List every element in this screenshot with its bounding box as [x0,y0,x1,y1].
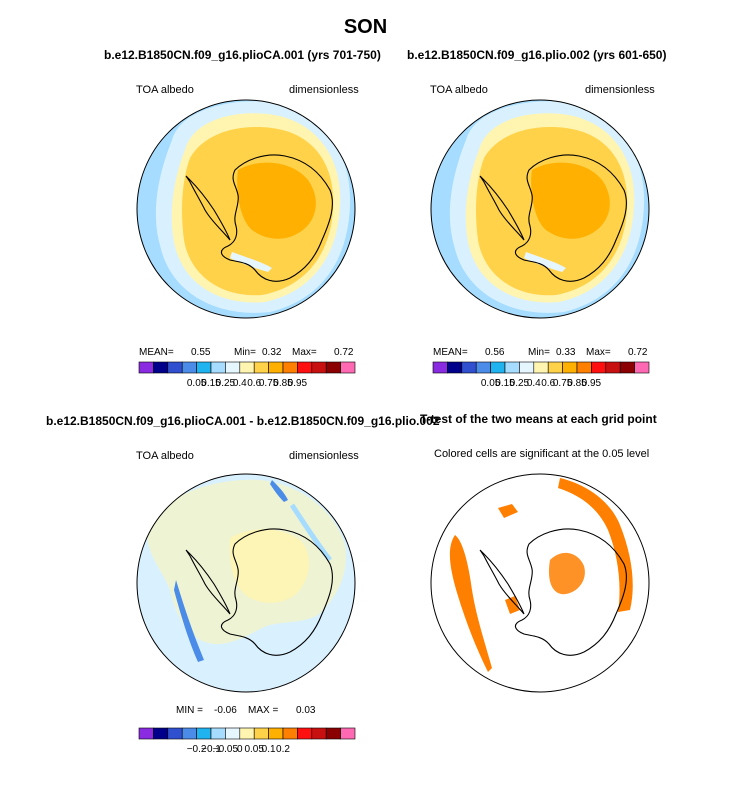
panel1-min-value: 0.32 [262,347,282,358]
panel3-negative-streak-west [174,580,204,662]
panel1-ice-shelf [230,252,272,272]
panel3-min-value: -0.06 [214,705,237,716]
panel1-mean-label: MEAN= [139,347,174,358]
panel2-max-value: 0.72 [628,347,648,358]
panel1-band-orange [237,162,316,239]
panel4-significant-west [449,535,492,672]
figure-title: SON [343,16,388,38]
panel4-significant-north [498,504,518,518]
panel4-significant-interior [548,552,585,595]
panel3-field [137,474,355,692]
panel1-map-border [136,99,356,319]
panel3-max-value: 0.03 [296,705,316,716]
panel3-min-label: MIN = [176,705,203,716]
panel2-units-label: dimensionless [585,84,655,96]
panel2-field [431,100,649,318]
panel4-title: T-test of the two means at each grid poi… [420,412,657,426]
panel4-subtitle: Colored cells are significant at the 0.0… [434,448,650,460]
panel2-ice-shelf [524,252,566,272]
panel1-variable-label: TOA albedo [136,84,194,96]
panel3-weak-negative-band [289,503,332,562]
panel3-negative-streak-north [270,480,288,502]
panel2-min-value: 0.33 [556,347,576,358]
panel1-title: b.e12.B1850CN.f09_g16.plioCA.001 (yrs 70… [104,48,381,62]
panel2-map-border [430,99,650,319]
panel1-mean-value: 0.55 [191,347,211,358]
panel3-max-label: MAX = [248,705,279,716]
panel2-min-label: Min= [528,347,550,358]
panel4-significant-peninsula [505,596,520,614]
panel1-min-label: Min= [234,347,256,358]
panel4-field [431,474,649,692]
panel1-coastline [185,154,333,282]
panel2-mean-label: MEAN= [433,347,468,358]
panel4-map-border [430,473,650,693]
panel1-field [137,100,355,318]
panel3-title: b.e12.B1850CN.f09_g16.plioCA.001 - b.e12… [46,414,440,428]
panel3-positive-core [229,529,310,603]
panel3-coastline [185,528,333,656]
panel2-band-orange [531,162,610,239]
panel3-units-label: dimensionless [289,450,359,462]
panel3-map-border [136,473,356,693]
panel2-max-label: Max= [586,347,611,358]
panel4-significant-east [558,478,633,612]
panel1-max-value: 0.72 [334,347,354,358]
panel3-variable-label: TOA albedo [136,450,194,462]
panel4-coastline [479,528,627,656]
panel1-max-label: Max= [292,347,317,358]
panel2-coastline [479,154,627,282]
panel1-units-label: dimensionless [289,84,359,96]
panel2-variable-label: TOA albedo [430,84,488,96]
panel2-mean-value: 0.56 [485,347,505,358]
panel2-title: b.e12.B1850CN.f09_g16.plio.002 (yrs 601-… [407,48,667,62]
